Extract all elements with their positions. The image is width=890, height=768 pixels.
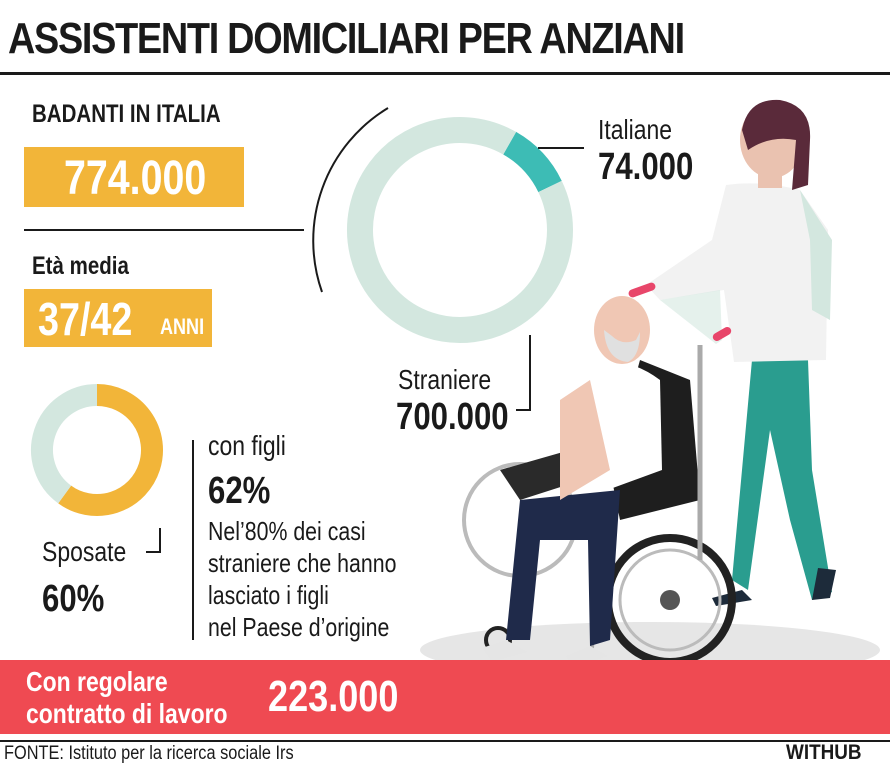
footer-divider (0, 740, 890, 742)
eta-value-box: 37/42 ANNI (24, 289, 212, 347)
contratto-label-line1: Con regolare (26, 666, 168, 697)
eta-value: 37/42 (38, 293, 133, 345)
straniere-leader-line (516, 335, 531, 411)
contratto-value: 223.000 (268, 672, 399, 721)
straniere-value: 700.000 (396, 396, 509, 438)
sposate-value: 60% (42, 578, 105, 620)
bracket-arc (312, 107, 389, 293)
figli-note-line: lasciato i figli (208, 580, 329, 610)
sposate-donut-chart (31, 384, 163, 516)
sposate-leader-line (146, 528, 161, 553)
italiane-slice (502, 131, 562, 193)
badanti-donut-chart (347, 117, 573, 343)
figli-note-line: straniere che hanno (208, 548, 397, 578)
eta-label: Età media (32, 252, 129, 280)
page-title: ASSISTENTI DOMICILIARI PER ANZIANI (8, 14, 685, 63)
italiane-label: Italiane (598, 114, 673, 145)
figli-label: con figli (208, 430, 286, 461)
eta-unit: ANNI (160, 314, 205, 339)
straniere-slice (347, 117, 573, 343)
brand-logo: WITHUB (786, 741, 862, 764)
badanti-value: 774.000 (64, 152, 207, 205)
title-divider (0, 72, 890, 75)
badanti-value-box: 774.000 (24, 147, 244, 207)
figli-value: 62% (208, 470, 271, 512)
contratto-label-line2: contratto di lavoro (26, 698, 228, 729)
sposate-slice (58, 384, 163, 516)
figli-note-line: Nel’80% dei casi (208, 516, 366, 546)
source-text: FONTE: Istituto per la ricerca sociale I… (4, 743, 294, 764)
italiane-value: 74.000 (598, 146, 694, 188)
straniere-label: Straniere (398, 364, 492, 395)
badanti-label: BADANTI IN ITALIA (32, 100, 221, 128)
non-sposate-slice (31, 384, 98, 504)
caregiver-wheelchair-icon (420, 99, 880, 709)
sposate-label: Sposate (42, 536, 127, 567)
contratto-banner: Con regolare contratto di lavoro 223.000 (0, 660, 890, 734)
figli-note-line: nel Paese d’origine (208, 612, 390, 642)
